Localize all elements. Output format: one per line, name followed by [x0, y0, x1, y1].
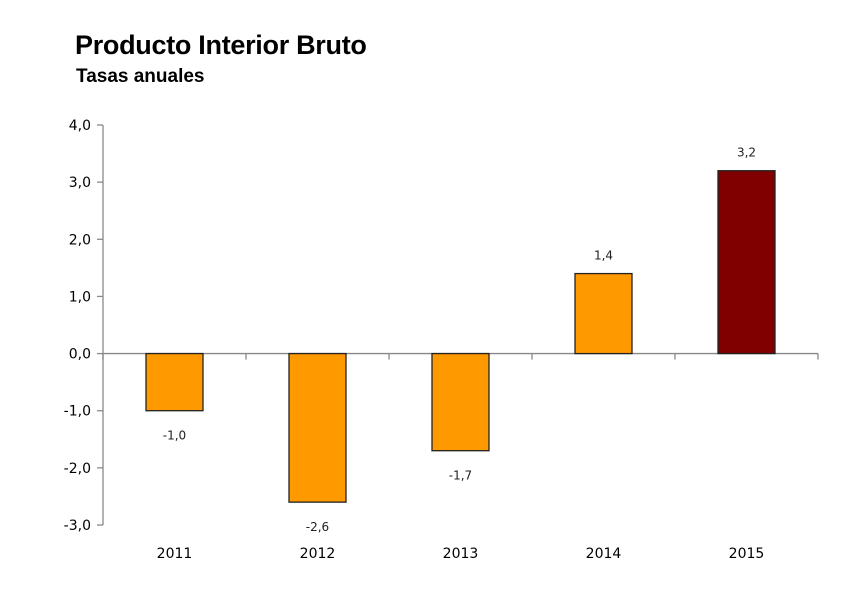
x-tick-label: 2012 [300, 546, 336, 562]
x-tick-label: 2013 [443, 546, 479, 562]
x-tick-label: 2014 [586, 546, 622, 562]
data-label: -2,6 [306, 520, 329, 534]
chart-subtitle: Tasas anuales [76, 66, 205, 87]
y-tick-label: 4,0 [69, 118, 91, 134]
y-tick-label: 1,0 [69, 289, 91, 305]
data-label: 3,2 [737, 146, 756, 160]
bar-2014 [574, 272, 633, 355]
x-tick-label: 2015 [729, 546, 765, 562]
y-tick-label: -2,0 [64, 461, 91, 477]
data-label: -1,0 [163, 429, 186, 443]
data-label: -1,7 [449, 469, 472, 483]
y-tick-label: -1,0 [64, 404, 91, 420]
bar-2011 [145, 352, 204, 412]
bar-2013 [431, 352, 490, 452]
chart-title: Producto Interior Bruto [75, 30, 367, 60]
y-tick-label: -3,0 [64, 518, 91, 534]
data-label: 1,4 [594, 249, 613, 263]
y-tick-label: 0,0 [69, 347, 91, 363]
bar-2012 [288, 352, 347, 503]
y-tick-label: 2,0 [69, 232, 91, 248]
bar-2015 [717, 170, 776, 355]
y-tick-label: 3,0 [69, 175, 91, 191]
x-tick-label: 2011 [157, 546, 193, 562]
